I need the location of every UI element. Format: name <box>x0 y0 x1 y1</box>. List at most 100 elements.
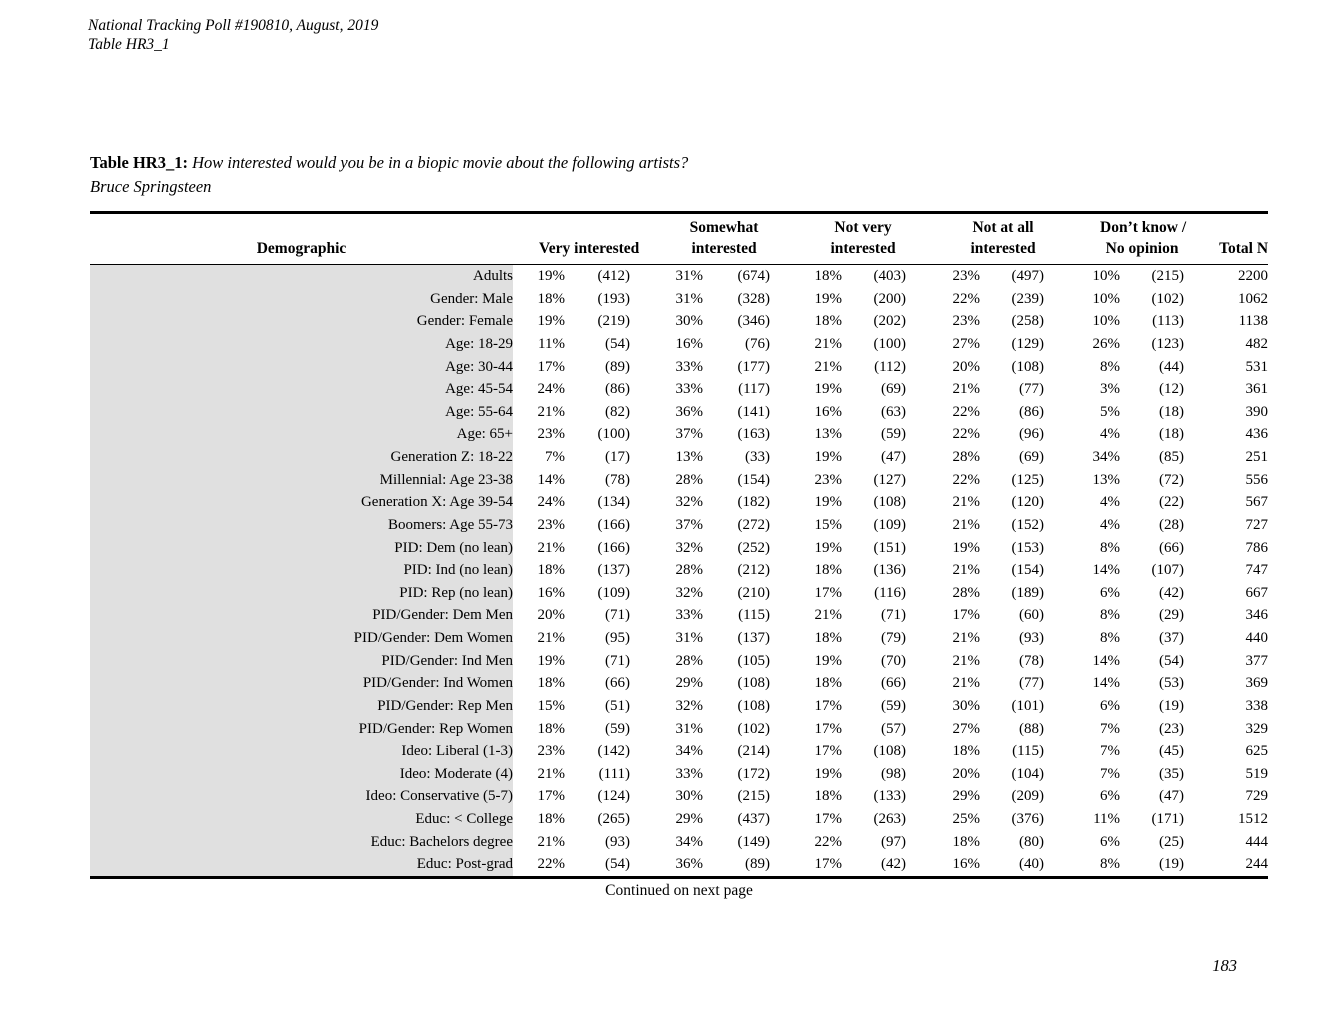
count-cell: (200) <box>873 290 907 307</box>
count-cell: (115) <box>1012 743 1045 760</box>
percent-cell: 17% <box>814 584 843 601</box>
percent-cell: 32% <box>675 584 704 601</box>
percent-cell: 18% <box>814 268 843 284</box>
table-row: PID: Ind (no lean) 18% (137) 28% (212) 18% (13… <box>90 559 1268 582</box>
count-cell: (42) <box>881 856 907 873</box>
percent-cell: 19% <box>952 539 981 556</box>
count-cell: (85) <box>1159 449 1185 465</box>
table-body: Adults 19% (412) 31% (674) 18% (403) 23% (497) 10… <box>90 264 1269 878</box>
percent-cell: 21% <box>952 381 981 398</box>
count-cell: (47) <box>1159 788 1185 805</box>
count-cell: (78) <box>1019 652 1045 669</box>
table-row: Age: 18-29 11% (54) 16% (76) 21% (100) 27% (129)… <box>90 332 1268 356</box>
table-title-label: Table HR3_1: <box>90 153 188 172</box>
count-cell: (136) <box>873 562 907 579</box>
percent-cell: 17% <box>814 811 843 827</box>
total-n-cell: 1062 <box>1238 290 1269 307</box>
row-label: PID: Dem (no lean) <box>90 536 513 560</box>
total-n-cell: 556 <box>1245 471 1269 488</box>
count-cell: (104) <box>1011 765 1045 782</box>
percent-cell: 5% <box>1100 403 1121 420</box>
percent-cell: 19% <box>537 652 566 669</box>
count-cell: (113) <box>1152 313 1185 330</box>
document-header: National Tracking Poll #190810, August, … <box>88 16 378 54</box>
row-label: Educ: Post-grad <box>90 853 513 878</box>
table-row: Age: 45-54 24% (86) 33% (117) 19% (69) 21% (77) 3… <box>90 378 1268 401</box>
percent-cell: 28% <box>952 584 981 601</box>
count-cell: (116) <box>874 584 907 601</box>
total-n-cell: 440 <box>1245 630 1269 646</box>
percent-cell: 28% <box>675 471 704 488</box>
percent-cell: 32% <box>675 494 704 511</box>
percent-cell: 18% <box>814 788 843 805</box>
total-n-cell: 567 <box>1245 494 1269 511</box>
table-row: PID/Gender: Ind Women 18% (66) 29% (108) 18% (… <box>90 672 1268 695</box>
count-cell: (54) <box>605 335 631 352</box>
total-n-cell: 244 <box>1245 856 1269 873</box>
count-cell: (154) <box>1011 562 1045 579</box>
percent-cell: 18% <box>537 720 566 737</box>
row-label: PID/Gender: Dem Men <box>90 604 513 627</box>
percent-cell: 16% <box>952 856 981 873</box>
percent-cell: 24% <box>537 494 566 511</box>
row-label: Gender: Male <box>90 287 513 311</box>
count-cell: (66) <box>881 675 907 692</box>
table-row: Generation X: Age 39-54 24% (134) 32% (182) 1… <box>90 491 1268 514</box>
table-row: Ideo: Liberal (1-3) 23% (142) 34% (214) 17% (1… <box>90 740 1268 763</box>
table-row: PID: Rep (no lean) 16% (109) 32% (210) 17% (11… <box>90 581 1268 605</box>
percent-cell: 15% <box>814 516 843 533</box>
count-cell: (152) <box>1011 516 1045 533</box>
percent-cell: 28% <box>675 562 704 579</box>
row-label: Ideo: Conservative (5-7) <box>90 785 513 808</box>
count-cell: (60) <box>1019 607 1045 624</box>
count-cell: (127) <box>873 471 907 488</box>
row-label: Educ: Bachelors degree <box>90 830 513 854</box>
percent-cell: 19% <box>814 765 843 782</box>
row-label: PID/Gender: Ind Men <box>90 649 513 673</box>
total-n-cell: 369 <box>1245 675 1269 692</box>
count-cell: (59) <box>605 720 631 737</box>
count-cell: (141) <box>737 403 771 420</box>
percent-cell: 25% <box>952 811 981 827</box>
count-cell: (153) <box>1011 539 1045 556</box>
percent-cell: 29% <box>675 811 704 827</box>
percent-cell: 31% <box>675 290 704 307</box>
percent-cell: 19% <box>814 494 843 511</box>
column-header-total-n: Total N <box>1184 212 1269 265</box>
percent-cell: 21% <box>537 539 566 556</box>
percent-cell: 14% <box>1092 652 1121 669</box>
row-label: PID/Gender: Dem Women <box>90 627 513 650</box>
percent-cell: 22% <box>952 471 981 488</box>
count-cell: (12) <box>1159 381 1185 398</box>
count-cell: (265) <box>597 811 631 827</box>
count-cell: (45) <box>1159 743 1185 760</box>
count-cell: (76) <box>745 335 771 352</box>
table-row: Educ: Bachelors degree 21% (93) 34% (149) 22%… <box>90 830 1268 854</box>
percent-cell: 23% <box>952 313 981 330</box>
percent-cell: 34% <box>1092 449 1121 465</box>
table-row: PID/Gender: Ind Men 19% (71) 28% (105) 19% (70… <box>90 649 1268 673</box>
row-label: Boomers: Age 55-73 <box>90 513 513 537</box>
count-cell: (105) <box>737 652 771 669</box>
percent-cell: 30% <box>675 788 704 805</box>
percent-cell: 34% <box>675 743 704 760</box>
table-row: Generation Z: 18-22 7% (17) 13% (33) 19% (47) 2… <box>90 446 1268 469</box>
count-cell: (108) <box>737 675 771 692</box>
count-cell: (125) <box>1011 471 1045 488</box>
percent-cell: 6% <box>1100 584 1121 601</box>
percent-cell: 6% <box>1100 833 1121 850</box>
percent-cell: 17% <box>814 856 843 873</box>
count-cell: (19) <box>1159 856 1185 873</box>
count-cell: (28) <box>1159 516 1185 533</box>
count-cell: (272) <box>737 516 771 533</box>
count-cell: (134) <box>597 494 631 511</box>
percent-cell: 19% <box>814 449 843 465</box>
percent-cell: 23% <box>537 743 566 760</box>
percent-cell: 30% <box>952 697 981 714</box>
column-header-very-interested: Very interested <box>513 212 639 265</box>
count-cell: (100) <box>597 426 631 443</box>
percent-cell: 14% <box>1092 562 1121 579</box>
percent-cell: 8% <box>1100 539 1121 556</box>
percent-cell: 33% <box>675 381 704 398</box>
row-label: PID/Gender: Rep Men <box>90 694 513 718</box>
